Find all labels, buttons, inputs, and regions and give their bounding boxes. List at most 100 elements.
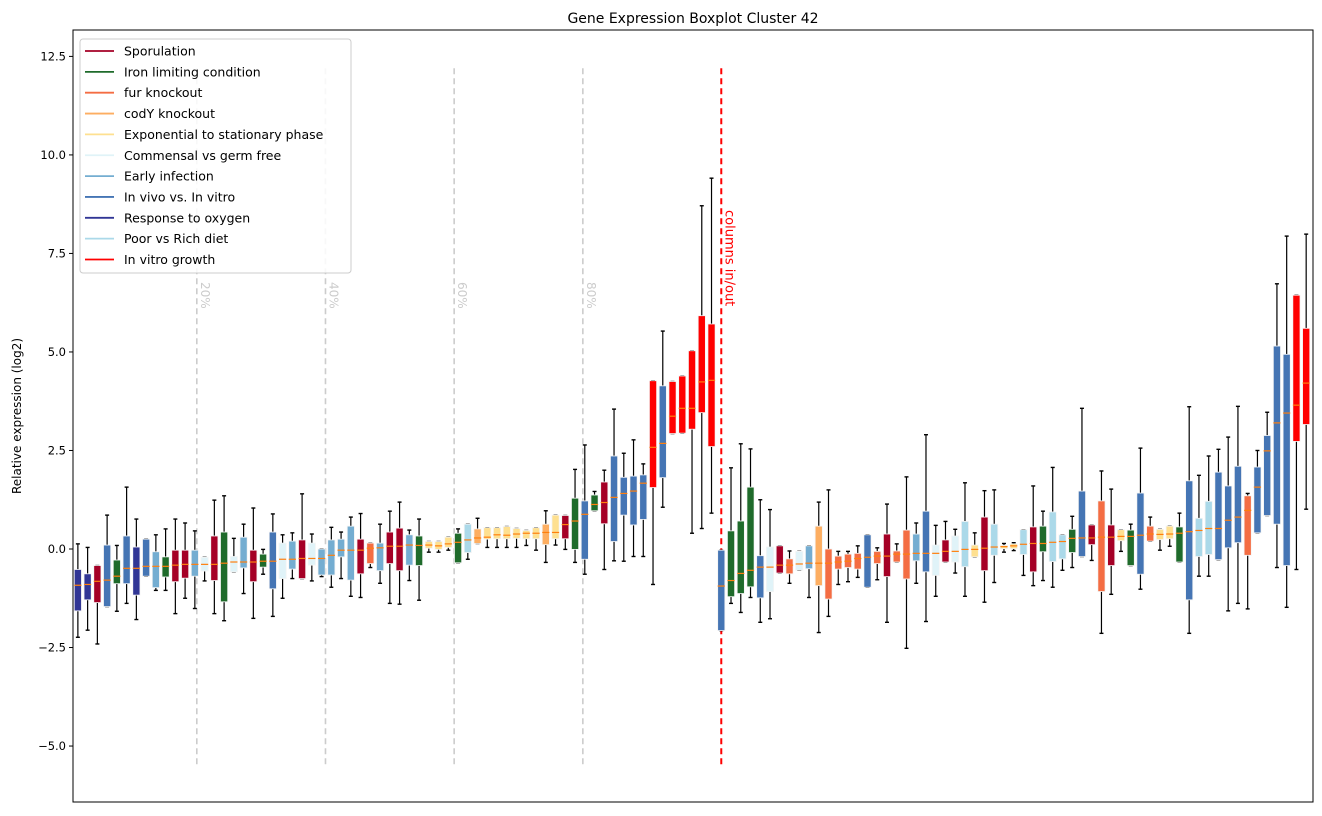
box-85 <box>892 543 901 563</box>
legend-label: fur knockout <box>124 85 202 100</box>
box-body <box>239 536 248 569</box>
box-123 <box>1263 411 1272 517</box>
box-body <box>639 474 648 520</box>
box-92 <box>960 482 969 597</box>
box-body <box>346 525 355 581</box>
box-body <box>190 549 199 577</box>
box-33 <box>385 510 394 605</box>
box-10 <box>161 528 170 592</box>
box-41 <box>463 523 472 560</box>
box-100 <box>1038 510 1047 582</box>
y-axis-label: Relative expression (log2) <box>10 338 24 494</box>
box-105 <box>1087 524 1096 562</box>
legend-item: In vitro growth <box>85 252 215 267</box>
box-87 <box>912 522 921 584</box>
box-body <box>873 550 882 564</box>
box-78 <box>824 489 833 618</box>
reference-line-label: 40% <box>326 282 340 309</box>
box-body <box>132 546 141 596</box>
box-122 <box>1253 449 1262 534</box>
box-body <box>882 533 891 577</box>
box-5 <box>112 544 121 612</box>
box-body <box>697 315 706 414</box>
box-body <box>356 538 365 575</box>
reference-line-label: 60% <box>455 282 469 309</box>
box-59 <box>639 463 648 558</box>
box-body <box>522 530 531 540</box>
box-43 <box>483 527 492 549</box>
box-52 <box>571 468 580 564</box>
box-body <box>268 531 277 590</box>
box-body <box>629 475 638 526</box>
y-tick-label: 10.0 <box>40 148 66 162</box>
box-body <box>824 548 833 600</box>
legend-label: Early infection <box>124 169 214 184</box>
legend-label: Iron limiting condition <box>124 64 261 79</box>
box-body <box>1068 528 1077 553</box>
box-26 <box>317 548 326 578</box>
legend-label: In vivo vs. In vitro <box>124 189 235 204</box>
y-tick-label: 5.0 <box>48 345 66 359</box>
box-body <box>649 380 658 488</box>
box-body <box>775 545 784 574</box>
box-96 <box>999 542 1008 553</box>
box-47 <box>522 529 531 547</box>
box-127 <box>1302 233 1311 510</box>
box-115 <box>1185 406 1194 635</box>
box-body <box>473 528 482 544</box>
legend-item: Iron limiting condition <box>85 64 261 79</box>
box-2 <box>83 546 92 631</box>
box-body <box>814 525 823 587</box>
box-61 <box>658 330 667 508</box>
legend-label: Poor vs Rich diet <box>124 231 228 246</box>
legend-item: In vivo vs. In vitro <box>85 189 235 204</box>
box-body <box>990 523 999 556</box>
box-1 <box>73 543 82 638</box>
box-106 <box>1097 470 1106 635</box>
box-111 <box>1146 516 1155 542</box>
box-body <box>1097 500 1106 592</box>
box-body <box>1214 471 1223 561</box>
box-body <box>1253 466 1262 534</box>
box-118 <box>1214 448 1223 561</box>
box-body <box>1185 480 1194 601</box>
box-90 <box>941 520 950 563</box>
box-body <box>766 546 775 592</box>
box-body <box>210 535 219 581</box>
legend-label: Exponential to stationary phase <box>124 127 324 142</box>
box-body <box>688 350 697 430</box>
legend-item: codY knockout <box>85 106 215 121</box>
legend-label: Response to oxygen <box>124 210 250 225</box>
box-body <box>122 535 131 585</box>
box-88 <box>921 434 930 623</box>
box-body <box>1116 529 1125 542</box>
box-49 <box>541 510 550 564</box>
box-46 <box>512 527 521 549</box>
box-79 <box>834 550 843 586</box>
box-86 <box>902 476 911 650</box>
box-14 <box>200 556 209 582</box>
box-body <box>83 573 92 601</box>
box-body <box>590 494 599 512</box>
box-body <box>931 544 940 576</box>
box-body <box>1175 526 1184 563</box>
box-body <box>1038 525 1047 553</box>
box-27 <box>327 526 336 588</box>
box-body <box>1263 435 1272 516</box>
box-4 <box>103 514 112 608</box>
reference-line-label: 80% <box>584 282 598 309</box>
box-102 <box>1058 534 1067 571</box>
box-70 <box>746 448 755 599</box>
box-114 <box>1175 512 1184 563</box>
box-80 <box>844 550 853 583</box>
box-104 <box>1077 407 1086 558</box>
box-body <box>1302 327 1311 425</box>
reference-lines: 20% 40% 60% 80% columns in/out <box>196 68 736 766</box>
box-120 <box>1233 405 1242 605</box>
box-body <box>805 545 814 570</box>
box-body <box>1107 524 1116 566</box>
box-124 <box>1272 283 1281 569</box>
box-9 <box>151 534 160 592</box>
box-60 <box>649 380 658 586</box>
box-body <box>103 544 112 607</box>
